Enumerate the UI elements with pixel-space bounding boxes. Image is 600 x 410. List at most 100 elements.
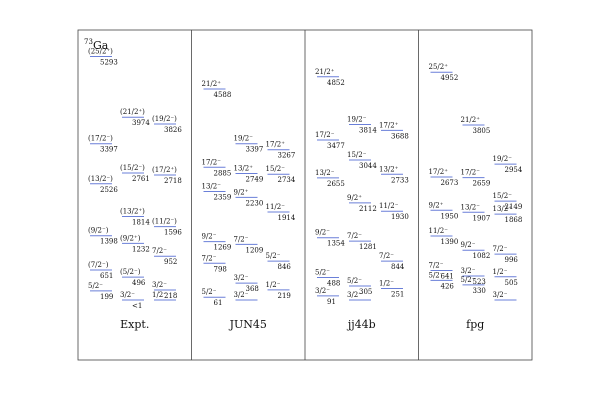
level-energy: 844 xyxy=(391,263,405,271)
level-energy: 2718 xyxy=(164,177,182,185)
level-energy: 2733 xyxy=(391,176,409,184)
level-spin: (11/2⁻) xyxy=(152,218,177,226)
level-energy: 1281 xyxy=(359,243,377,251)
level-energy: 651 xyxy=(100,272,113,280)
level-spin: 11/2⁻ xyxy=(379,202,399,210)
level-spin: 9/2⁻ xyxy=(202,233,217,241)
level-spin: 13/2⁺ xyxy=(234,165,254,173)
panel-label: jj44b xyxy=(346,318,376,331)
level-spin: 17/2⁻ xyxy=(315,131,335,139)
level-spin: (9/2⁺) xyxy=(120,234,141,242)
level-energy: 505 xyxy=(505,279,518,287)
level-energy: 523 xyxy=(473,278,486,286)
level-spin: 19/2⁻ xyxy=(234,135,254,143)
level-spin: 15/2⁻ xyxy=(266,165,286,173)
level-spin: 19/2⁻ xyxy=(493,155,513,163)
level-energy: 1082 xyxy=(473,252,491,260)
level-spin: 13/2⁻ xyxy=(461,203,481,211)
level-spin: 9/2⁺ xyxy=(347,194,362,202)
panel-label: JUN45 xyxy=(229,318,267,331)
level-spin: 5/2⁻ xyxy=(202,288,217,296)
level-energy: 1398 xyxy=(100,238,118,246)
level-energy: 199 xyxy=(100,293,113,301)
level-energy: 2761 xyxy=(132,175,150,183)
level-energy: 3814 xyxy=(359,127,377,135)
level-energy: 488 xyxy=(327,280,340,288)
level-spin: (15/2⁻) xyxy=(120,164,145,172)
level-spin: 5/2⁻ xyxy=(315,269,330,277)
level-energy: 3826 xyxy=(164,126,182,134)
level-energy: 91 xyxy=(327,298,336,306)
level-energy: 952 xyxy=(164,258,177,266)
level-spin: (13/2⁻) xyxy=(88,175,113,183)
level-spin: (17/2⁻) xyxy=(88,135,113,143)
level-spin: 17/2⁺ xyxy=(429,168,449,176)
level-spin: 3/2⁻ xyxy=(347,291,362,299)
level-energy: <1 xyxy=(132,302,142,310)
level-energy: 1269 xyxy=(214,244,232,252)
level-spin: 15/2⁻ xyxy=(493,192,513,200)
level-spin: 9/2⁺ xyxy=(234,188,249,196)
level-spin: 17/2⁺ xyxy=(266,141,286,149)
level-spin: 1/2⁻ xyxy=(379,279,394,287)
level-energy: 2655 xyxy=(327,180,345,188)
level-energy: 1596 xyxy=(164,229,182,237)
level-energy: 3267 xyxy=(278,152,296,160)
level-spin: 9/2⁺ xyxy=(429,201,444,209)
level-energy: 3477 xyxy=(327,142,345,150)
level-spin: 1/2⁻ xyxy=(493,268,508,276)
level-energy: 2149 xyxy=(505,203,523,211)
level-spin: 3/2⁻ xyxy=(315,287,330,295)
level-energy: 219 xyxy=(278,292,291,300)
level-energy: 1232 xyxy=(132,245,150,253)
level-energy: 330 xyxy=(473,287,486,295)
level-spin: 5/2⁻ xyxy=(266,252,281,260)
level-energy: 2673 xyxy=(441,179,459,187)
level-spin: 9/2⁻ xyxy=(315,229,330,237)
level-energy: 4852 xyxy=(327,79,345,87)
level-energy: 1354 xyxy=(327,240,345,248)
level-spin: (13/2⁺) xyxy=(120,208,145,216)
level-spin: (9/2⁻) xyxy=(88,227,109,235)
level-energy: 305 xyxy=(359,288,372,296)
level-energy: 1907 xyxy=(473,214,491,222)
level-energy: 3397 xyxy=(100,146,118,154)
level-spin: 21/2⁺ xyxy=(202,80,222,88)
level-energy: 641 xyxy=(441,273,454,281)
level-spin: 13/2⁻ xyxy=(202,182,222,190)
level-energy: 3805 xyxy=(473,127,491,135)
level-spin: (21/2⁺) xyxy=(120,108,145,116)
level-spin: 3/2⁻ xyxy=(120,291,135,299)
level-spin: 15/2⁻ xyxy=(347,151,367,159)
level-energy: 218 xyxy=(164,292,177,300)
level-energy: 251 xyxy=(391,290,404,298)
level-spin: 3/2⁻ xyxy=(152,281,167,289)
level-energy: 2734 xyxy=(278,176,296,184)
level-energy: 1930 xyxy=(391,213,409,221)
level-energy: 846 xyxy=(278,263,292,271)
level-energy: 61 xyxy=(214,299,223,307)
level-spin: 17/2⁻ xyxy=(202,158,222,166)
level-energy: 2954 xyxy=(505,166,523,174)
level-energy: 996 xyxy=(505,256,519,264)
level-energy: 2112 xyxy=(359,205,377,213)
level-energy: 368 xyxy=(246,285,259,293)
level-spin: 7/2⁻ xyxy=(493,245,508,253)
level-spin: 5/2⁻ xyxy=(347,277,362,285)
level-spin: 3/2⁻ xyxy=(493,291,508,299)
level-energy: 2749 xyxy=(246,176,264,184)
level-spin: 25/2⁺ xyxy=(429,63,449,71)
level-energy: 1868 xyxy=(505,216,523,224)
level-spin: 7/2⁻ xyxy=(234,235,249,243)
level-energy: 2230 xyxy=(246,199,264,207)
level-spin: 7/2⁻ xyxy=(379,252,394,260)
level-energy: 1950 xyxy=(441,212,459,220)
level-spin: 21/2⁺ xyxy=(315,68,335,76)
level-spin: 13/2⁺ xyxy=(493,205,513,213)
level-spin: 13/2⁺ xyxy=(379,165,399,173)
level-energy: 426 xyxy=(441,282,455,290)
level-energy: 5293 xyxy=(100,59,118,67)
level-spin: (7/2⁻) xyxy=(88,261,109,269)
panel-label: Expt. xyxy=(120,318,149,331)
